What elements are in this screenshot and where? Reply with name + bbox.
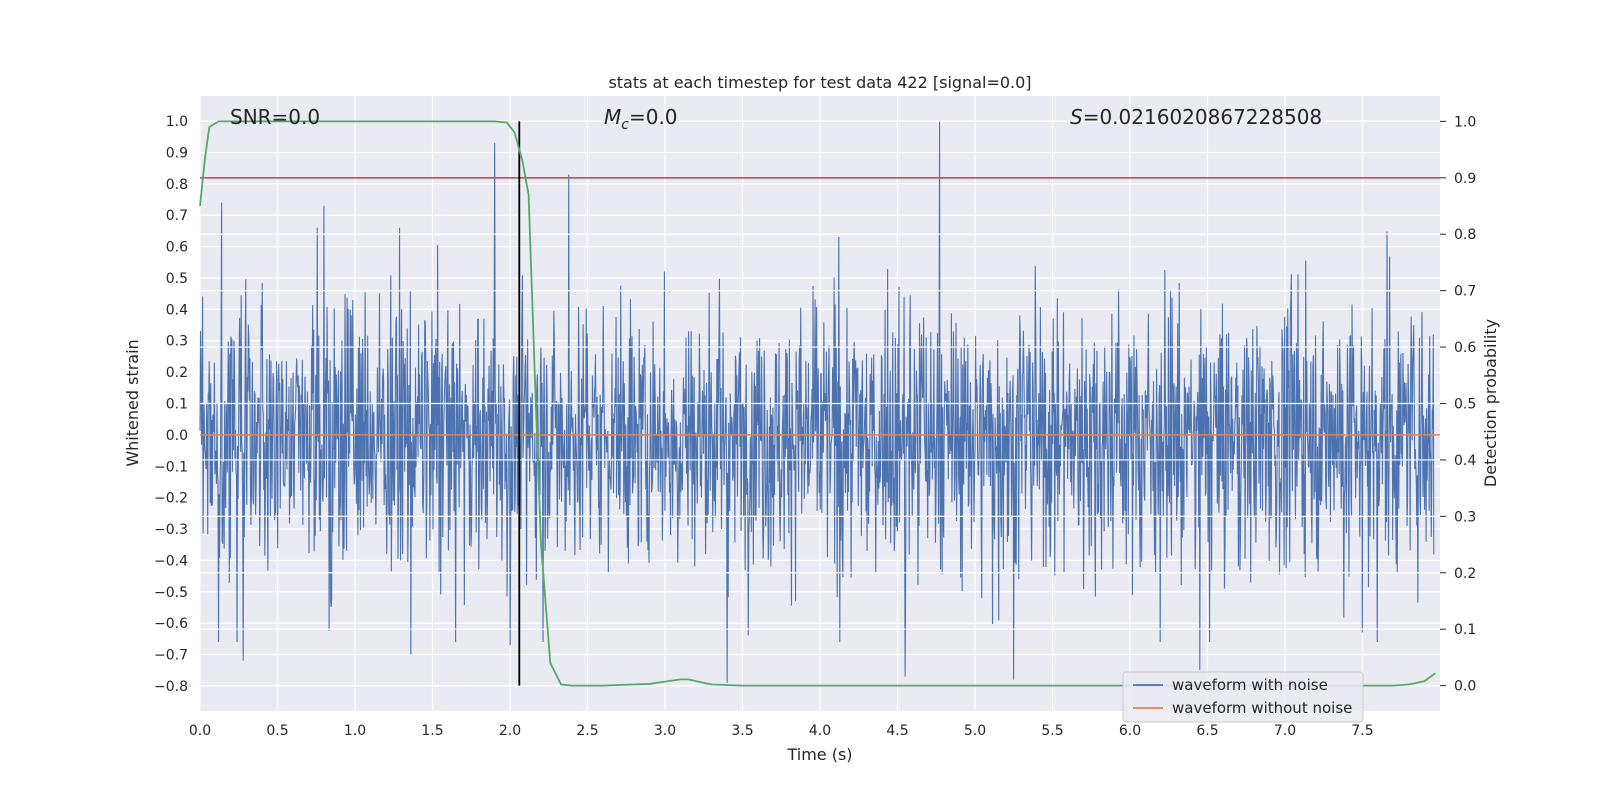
y2-tick-label: 0.1 [1454, 622, 1476, 638]
x-tick-label: 5.5 [1041, 723, 1063, 739]
y-tick-label: −0.5 [154, 585, 188, 601]
y-tick-label: −0.4 [154, 553, 188, 569]
y2-tick-label: 1.0 [1454, 114, 1476, 130]
y-tick-label: −0.2 [154, 491, 188, 507]
probability-series [199, 120, 1436, 687]
legend-box [1122, 671, 1364, 723]
y-tick-label: 0.9 [166, 145, 188, 161]
y2-tick-label: 0.3 [1454, 509, 1476, 525]
y-tick-label: −0.3 [154, 522, 188, 538]
y2-axis-label: Detection probability [1481, 319, 1500, 487]
y-tick-label: −0.7 [154, 648, 188, 664]
noise-series [199, 121, 1435, 683]
probability-line [199, 120, 1436, 687]
y-tick-label: 0.2 [166, 365, 188, 381]
x-tick-label: 5.0 [964, 723, 986, 739]
y2-tick-label: 0.4 [1454, 453, 1476, 469]
x-ticks: 0.0 0.5 1.0 1.5 2.0 2.5 3.0 3.5 4.0 4.5 5.0 5.5 6.0 6… [189, 723, 1374, 739]
annotation-s: S=0.0216020867228508 [1070, 105, 1322, 129]
y-tick-label: −0.6 [154, 616, 188, 632]
y-tick-label: 0.0 [166, 428, 188, 444]
y2-tick-label: 0.5 [1454, 397, 1476, 413]
y2-tick-label: 0.2 [1454, 566, 1476, 582]
x-tick-label: 1.0 [344, 723, 366, 739]
mc-subscript: c [621, 117, 629, 133]
y-tick-label: 0.3 [166, 334, 188, 350]
y-tick-label: 0.7 [166, 208, 188, 224]
x-tick-label: 3.5 [731, 723, 753, 739]
x-tick-label: 4.0 [809, 723, 831, 739]
y2-tick-label: 0.0 [1454, 679, 1476, 695]
y-tick-label: −0.8 [154, 679, 188, 695]
x-tick-label: 6.0 [1119, 723, 1141, 739]
x-tick-label: 7.0 [1274, 723, 1296, 739]
y-tick-label: 0.5 [166, 271, 188, 287]
x-tick-label: 7.5 [1351, 723, 1373, 739]
y2-tick-label: 0.9 [1454, 171, 1476, 187]
y-tick-label: −0.1 [154, 459, 188, 475]
s-value: =0.0216020867228508 [1083, 105, 1322, 129]
mc-symbol: M [604, 105, 621, 129]
x-tick-label: 2.5 [576, 723, 598, 739]
y2-tick-label: 0.6 [1454, 340, 1476, 356]
legend-label-clean: waveform without noise [1172, 699, 1352, 717]
y-tick-label: 0.1 [166, 397, 188, 413]
s-symbol: S [1070, 105, 1083, 129]
y-tick-label: 0.8 [166, 177, 188, 193]
legend: waveform with noise waveform without noi… [1122, 671, 1364, 723]
legend-label-noise: waveform with noise [1172, 676, 1328, 694]
x-tick-label: 1.5 [421, 723, 443, 739]
x-tick-label: 3.0 [654, 723, 676, 739]
y-axis-label: Whitened strain [123, 339, 142, 466]
x-axis-label: Time (s) [786, 745, 852, 764]
mc-value: =0.0 [629, 105, 678, 129]
noise-line [199, 121, 1435, 683]
y2-tick-label: 0.7 [1454, 284, 1476, 300]
y-tick-label: 0.6 [166, 240, 188, 256]
y2-tick-label: 0.8 [1454, 227, 1476, 243]
x-tick-label: 0.0 [189, 723, 211, 739]
x-tick-label: 6.5 [1196, 723, 1218, 739]
y-tick-label: 1.0 [166, 114, 188, 130]
y-tick-label: 0.4 [166, 302, 188, 318]
annotation-mc: Mc=0.0 [604, 105, 678, 133]
y-ticks: 1.0 0.9 0.8 0.7 0.6 0.5 0.4 0.3 0.2 0.1 0.0 −0.1 −0.… [154, 114, 188, 695]
chart-title: stats at each timestep for test data 422… [608, 73, 1031, 92]
y2-ticks: 1.0 0.9 0.8 0.7 0.6 0.5 0.4 0.3 0.2 0.1 0.0 [1440, 114, 1476, 695]
x-tick-label: 0.5 [266, 723, 288, 739]
annotation-snr: SNR=0.0 [230, 105, 320, 129]
x-tick-label: 4.5 [886, 723, 908, 739]
x-tick-label: 2.0 [499, 723, 521, 739]
